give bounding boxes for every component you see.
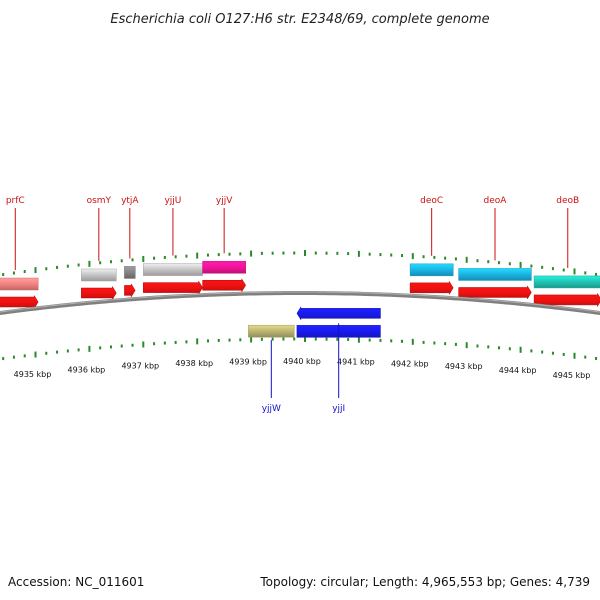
gene-deoc[interactable]: [409, 263, 454, 277]
backbone-highlight: [0, 291, 600, 313]
axis-label-4944: 4944 kbp: [499, 366, 537, 375]
gene-label-osmy: osmY: [87, 196, 112, 206]
gene-label-yjjv: yjjV: [216, 196, 233, 206]
accession-text: Accession: NC_011601: [8, 575, 144, 589]
axis-label-4940: 4940 kbp: [283, 357, 321, 366]
gene-deoa[interactable]: [458, 268, 532, 281]
cds-ytja[interactable]: [124, 283, 136, 298]
cds-yjju[interactable]: [143, 280, 203, 295]
cds-deoc[interactable]: [409, 280, 454, 296]
genome-summary-text: Topology: circular; Length: 4,965,553 bp…: [259, 575, 590, 589]
axis-label-4942: 4942 kbp: [391, 359, 429, 368]
gene-label-yjju: yjjU: [164, 196, 181, 206]
axis-label-4938: 4938 kbp: [175, 359, 213, 368]
gene-prfc[interactable]: [0, 277, 39, 291]
axis-label-4943: 4943 kbp: [445, 362, 483, 371]
axis-label-4945: 4945 kbp: [553, 371, 591, 380]
gene-yjjw[interactable]: [248, 324, 295, 338]
gene-ytja[interactable]: [124, 266, 136, 279]
gene-label-yjjw: yjjW: [262, 404, 281, 414]
axis-label-4939: 4939 kbp: [229, 357, 267, 366]
gene-feature-track: [0, 261, 600, 338]
gene-yjju[interactable]: [143, 263, 203, 276]
genome-backbone: [0, 290, 600, 316]
genome-title: Escherichia coli O127:H6 str. E2348/69, …: [110, 12, 489, 27]
cds-deoa[interactable]: [458, 285, 532, 300]
gene-label-deoa: deoA: [484, 196, 508, 206]
cds-yjjv[interactable]: [202, 277, 247, 293]
axis-label-4936: 4936 kbp: [68, 365, 106, 374]
gene-label-deoc: deoC: [420, 196, 443, 206]
cds-prfc[interactable]: [0, 294, 39, 310]
cds-arrow-track: [0, 277, 600, 321]
cds-osmy[interactable]: [81, 285, 117, 301]
cds-yjji[interactable]: [296, 305, 381, 321]
gene-label-yjji: yjjI: [332, 404, 345, 414]
backbone-line: [0, 290, 600, 316]
axis-label-4937: 4937 kbp: [121, 362, 159, 371]
gene-yjjv[interactable]: [202, 261, 246, 274]
gene-label-deob: deoB: [556, 196, 579, 206]
gene-osmy[interactable]: [81, 268, 117, 282]
axis-label-4941: 4941 kbp: [337, 358, 375, 367]
gene-label-ytja: ytjA: [121, 196, 139, 206]
upper-tick-track: [2, 250, 598, 277]
gene-label-track: prfC osmY ytjA yjjU yjjV yjjW yjjI deoC deoA deoB: [6, 196, 579, 414]
gene-label-prfc: prfC: [6, 196, 25, 206]
axis-label-4935: 4935 kbp: [14, 370, 52, 379]
gene-deob[interactable]: [533, 275, 600, 289]
kbp-axis-labels: 4935 kbp 4936 kbp 4937 kbp 4938 kbp 4939 kbp…: [14, 357, 591, 380]
